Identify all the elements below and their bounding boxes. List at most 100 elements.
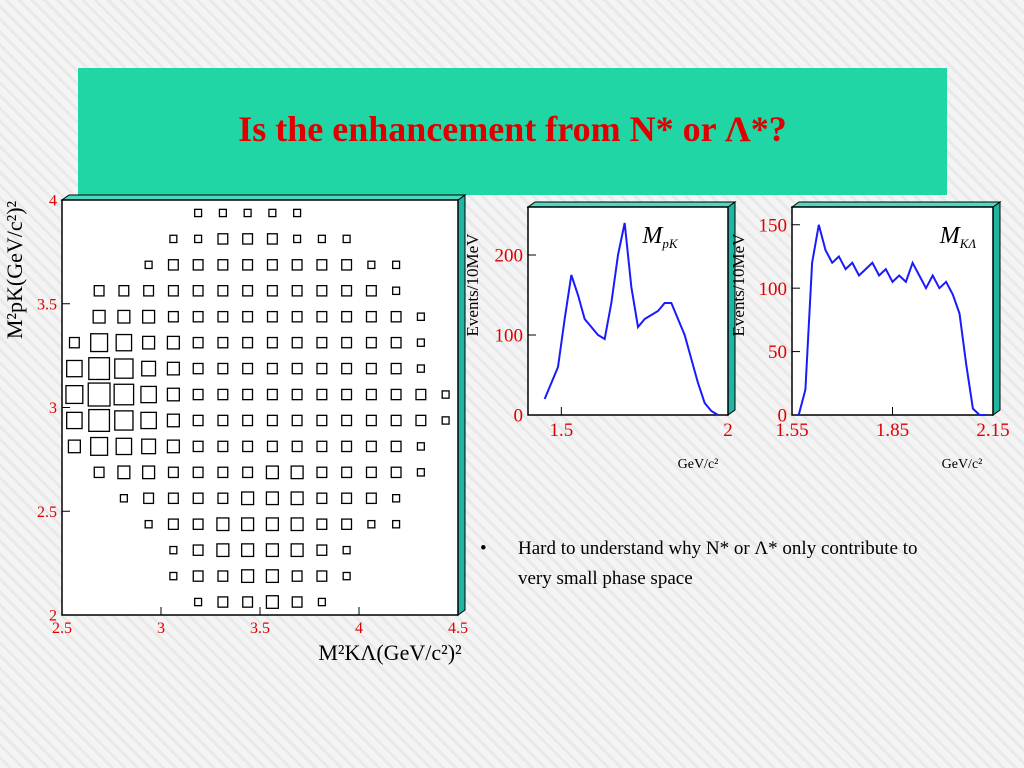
bin-box	[341, 310, 353, 323]
bin-box	[65, 384, 84, 405]
y-tick-label: 2.5	[37, 504, 57, 521]
bin-box	[241, 543, 255, 558]
y-tick-label: 4	[49, 193, 57, 210]
bin-box	[341, 336, 353, 349]
bin-box	[140, 411, 157, 430]
bin-box	[365, 336, 377, 349]
x-tick-label: 1.55	[775, 420, 808, 441]
histogram-line	[543, 222, 719, 416]
bin-box	[217, 570, 229, 582]
y-tick-label: 3.5	[37, 296, 57, 313]
bin-box	[265, 465, 279, 480]
bin-box	[141, 438, 157, 455]
bullet-dot: •	[480, 538, 487, 559]
bin-box	[217, 596, 229, 608]
bin-box	[192, 285, 204, 297]
bin-box	[192, 310, 204, 323]
x-tick-label: 2.5	[52, 620, 72, 637]
bin-box	[140, 385, 157, 404]
bin-box	[68, 336, 80, 349]
bin-box	[166, 335, 180, 350]
bin-box	[67, 439, 81, 454]
x-tick-label: 4.5	[448, 620, 468, 637]
bin-box	[87, 382, 111, 407]
bin-box	[242, 440, 254, 453]
bin-box	[416, 442, 425, 451]
frame-depth	[992, 201, 1001, 416]
bin-box	[66, 411, 83, 430]
bin-box	[90, 333, 109, 353]
bin-box	[192, 414, 204, 427]
y-axis-label: M²pK(GeV/c²)²	[2, 200, 27, 339]
slide-title: Is the enhancement from N* or Λ*?	[238, 109, 787, 149]
bin-box	[266, 285, 278, 297]
bin-box	[242, 259, 254, 271]
bin-box	[218, 208, 227, 218]
bin-box	[291, 570, 303, 582]
bin-box	[291, 310, 303, 323]
bin-box	[341, 518, 353, 530]
bin-box	[266, 233, 278, 245]
bin-box	[316, 414, 328, 427]
bin-box	[115, 437, 133, 456]
bin-box	[390, 310, 402, 323]
bin-box	[342, 545, 351, 555]
bin-box	[341, 285, 353, 297]
bin-box	[265, 543, 279, 558]
bin-box	[113, 383, 135, 406]
bin-box	[265, 569, 279, 584]
y-axis-label: Events/10MeV	[463, 233, 482, 337]
bin-box	[242, 285, 254, 297]
bin-box	[242, 362, 254, 375]
bin-box	[316, 570, 328, 582]
bin-box	[392, 519, 401, 529]
bin-box	[192, 570, 204, 582]
x-tick-label: 2	[723, 420, 733, 441]
bin-box	[166, 413, 180, 428]
bin-box	[291, 596, 303, 608]
bin-box	[194, 597, 203, 607]
bin-box	[291, 336, 303, 349]
bin-box	[217, 388, 229, 401]
bin-box	[192, 544, 204, 556]
bin-box	[365, 414, 377, 427]
bin-box	[192, 362, 204, 375]
bin-box	[365, 492, 377, 505]
bin-box	[415, 414, 427, 427]
bin-box	[293, 208, 302, 218]
bin-box	[192, 388, 204, 401]
bin-box	[242, 414, 254, 427]
annotation: MpK	[641, 223, 679, 251]
bin-box	[291, 388, 303, 401]
bin-box	[217, 259, 229, 271]
x-axis-label: M²KΛ(GeV/c²)²	[318, 640, 462, 665]
bin-box	[241, 569, 255, 584]
bin-box	[316, 336, 328, 349]
bin-box	[142, 335, 156, 350]
bin-box	[242, 466, 254, 479]
bin-box	[390, 388, 402, 401]
bin-box	[367, 260, 376, 270]
bin-box	[317, 234, 326, 244]
y-tick-label: 2	[49, 608, 57, 625]
bin-box	[167, 466, 179, 479]
annotation-sub: pK	[661, 236, 679, 251]
bin-box	[144, 260, 153, 270]
bin-box	[341, 259, 353, 271]
x-tick-label: 3	[157, 620, 165, 637]
bin-box	[167, 492, 179, 505]
bullet-text: Hard to understand why N* or Λ* only con…	[518, 538, 918, 589]
bin-box	[341, 492, 353, 505]
bin-box	[192, 518, 204, 530]
bin-box	[166, 361, 180, 376]
bin-box	[342, 234, 351, 244]
title-band	[78, 68, 947, 195]
bin-box	[142, 465, 156, 480]
bin-box	[316, 440, 328, 453]
annotation-sub: KΛ	[959, 236, 977, 251]
bin-box	[365, 388, 377, 401]
bin-box	[441, 416, 450, 425]
bin-box	[392, 494, 401, 503]
bin-box	[341, 466, 353, 479]
